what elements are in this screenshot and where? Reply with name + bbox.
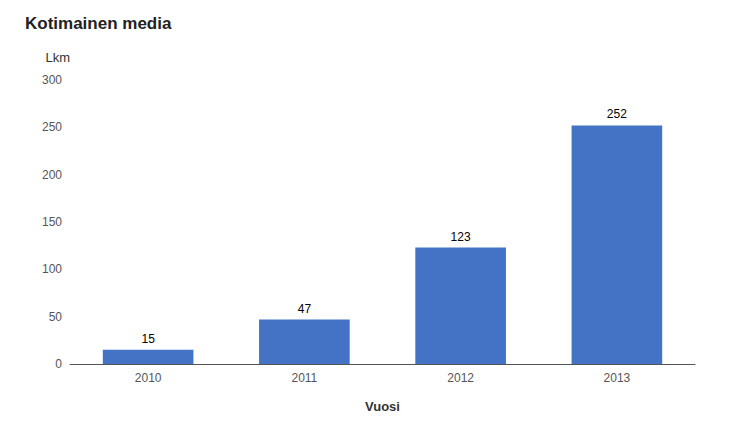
- svg-text:Lkm: Lkm: [45, 50, 70, 65]
- svg-text:2012: 2012: [447, 371, 474, 385]
- svg-text:123: 123: [451, 230, 471, 244]
- svg-text:0: 0: [55, 357, 62, 371]
- svg-text:300: 300: [42, 73, 62, 87]
- svg-text:2011: 2011: [291, 371, 317, 385]
- svg-text:100: 100: [42, 262, 62, 276]
- svg-text:47: 47: [298, 302, 312, 316]
- svg-text:15: 15: [141, 332, 155, 346]
- svg-text:150: 150: [42, 215, 62, 229]
- svg-text:252: 252: [607, 107, 627, 121]
- svg-text:250: 250: [42, 120, 62, 134]
- svg-text:200: 200: [42, 168, 62, 182]
- svg-text:2013: 2013: [604, 371, 631, 385]
- svg-text:2010: 2010: [135, 371, 162, 385]
- svg-text:Kotimainen media: Kotimainen media: [25, 14, 172, 33]
- svg-text:50: 50: [49, 310, 63, 324]
- svg-text:Vuosi: Vuosi: [365, 399, 400, 414]
